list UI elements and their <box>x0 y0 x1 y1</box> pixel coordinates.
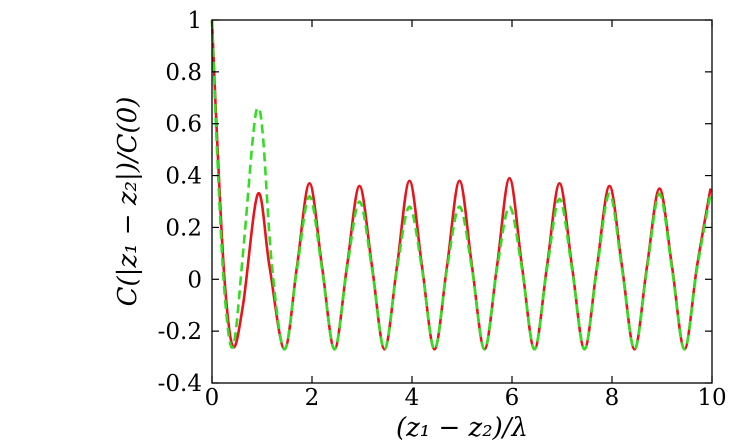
x-tick-label-0: 0 <box>205 385 220 411</box>
y-tick-label-7: 1 <box>187 8 202 34</box>
tick-layer: 0 2 4 6 8 10 -0.4 -0.2 0 0.2 0.4 0.6 0.8 1 <box>158 8 727 411</box>
y-tick-label-3: 0.2 <box>165 215 202 241</box>
series-line-1 <box>210 19 712 351</box>
series-line-2 <box>210 19 712 351</box>
x-tick-label-2: 4 <box>405 385 420 411</box>
x-tick-label-1: 2 <box>305 385 320 411</box>
y-axis-title: C(|z₁ − z₂|)/C(0) <box>113 97 143 307</box>
x-tick-label-4: 8 <box>605 385 620 411</box>
y-tick-label-0: -0.4 <box>158 371 202 397</box>
x-tick-label-3: 6 <box>505 385 520 411</box>
x-axis-title: (z₁ − z₂)/λ <box>396 413 528 443</box>
y-tick-label-5: 0.6 <box>165 112 202 138</box>
series-layer <box>210 19 712 351</box>
y-tick-label-4: 0.4 <box>165 164 202 190</box>
x-tick-label-5: 10 <box>697 385 726 411</box>
y-tick-label-6: 0.8 <box>165 60 202 86</box>
plot-frame <box>211 19 713 384</box>
y-tick-label-1: -0.2 <box>158 319 202 345</box>
y-tick-label-2: 0 <box>187 267 202 293</box>
